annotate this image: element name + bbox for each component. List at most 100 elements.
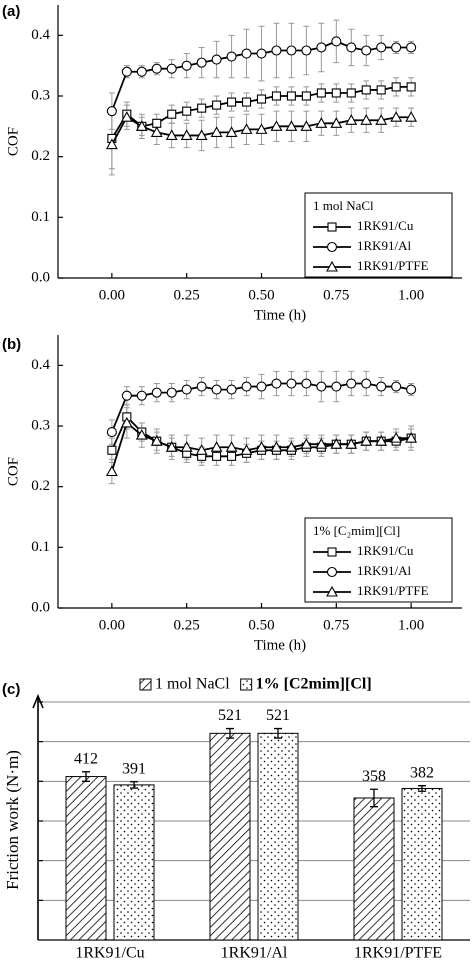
marker xyxy=(181,384,192,395)
marker xyxy=(327,222,337,232)
marker xyxy=(326,260,338,272)
marker xyxy=(285,441,298,452)
y-tick-label: 0.4 xyxy=(31,357,50,373)
marker xyxy=(346,88,356,98)
marker xyxy=(270,441,283,452)
marker xyxy=(211,384,222,395)
x-axis-title: Time (h) xyxy=(254,307,306,323)
y-axis-title: COF xyxy=(5,457,21,486)
legend-label: 1% [C2mim][Cl] xyxy=(256,676,372,693)
legend-label: 1RK91/Al xyxy=(357,563,412,578)
y-axis-arrow xyxy=(32,693,44,940)
error-bar xyxy=(130,781,138,789)
marker xyxy=(121,390,132,401)
bar xyxy=(257,732,299,941)
marker xyxy=(361,85,371,95)
marker xyxy=(316,88,326,98)
panel-label: (c) xyxy=(2,681,20,698)
marker xyxy=(120,416,133,428)
error-bar xyxy=(274,727,282,739)
marker xyxy=(360,435,373,446)
marker xyxy=(106,427,117,438)
marker xyxy=(406,384,417,395)
bar xyxy=(209,732,251,941)
marker xyxy=(166,63,177,74)
marker xyxy=(212,100,222,110)
marker xyxy=(167,109,177,119)
error-bar xyxy=(226,727,234,739)
value-label: 358 xyxy=(362,768,386,785)
y-tick-label: 0.1 xyxy=(31,209,50,225)
marker xyxy=(226,51,237,62)
marker xyxy=(286,378,297,389)
marker xyxy=(256,48,267,59)
x-tick-label: 0.75 xyxy=(323,617,349,633)
marker xyxy=(151,387,162,398)
marker xyxy=(212,451,222,461)
marker xyxy=(210,441,223,452)
marker xyxy=(406,42,417,53)
marker xyxy=(360,114,373,125)
marker xyxy=(106,106,117,117)
marker xyxy=(180,129,193,140)
marker xyxy=(315,438,328,449)
y-tick-label: 0.0 xyxy=(31,269,50,285)
marker xyxy=(271,91,282,101)
marker xyxy=(286,91,296,101)
marker xyxy=(195,444,208,455)
marker xyxy=(390,432,403,443)
marker xyxy=(331,88,341,98)
marker xyxy=(375,114,388,125)
y-tick-label: 0.4 xyxy=(31,27,50,43)
x-tick-label: 0.50 xyxy=(248,287,274,303)
marker xyxy=(285,120,298,131)
marker xyxy=(346,378,357,389)
marker xyxy=(211,54,222,65)
marker xyxy=(256,94,267,104)
bar xyxy=(353,797,395,941)
marker xyxy=(196,381,207,392)
marker xyxy=(165,441,178,452)
legend-label: 1RK91/PTFE xyxy=(357,258,429,273)
y-axis-title: Friction work (N·m) xyxy=(3,750,22,890)
legend-swatch xyxy=(240,678,253,691)
x-tick-label: 1RK91/Al xyxy=(221,945,288,962)
marker xyxy=(391,82,401,92)
marker xyxy=(107,445,117,455)
marker xyxy=(405,111,418,122)
marker xyxy=(166,387,177,398)
marker xyxy=(226,384,237,395)
legend-label: 1RK91/Al xyxy=(357,238,412,253)
legend-label: 1 mol NaCl xyxy=(155,676,230,693)
marker xyxy=(135,428,148,440)
marker xyxy=(255,123,268,134)
x-tick-label: 1.00 xyxy=(398,287,424,303)
legend-title: 1 mol NaCl xyxy=(313,198,374,213)
marker xyxy=(301,378,312,389)
error-bar xyxy=(418,785,426,792)
marker xyxy=(195,129,208,140)
y-tick-label: 0.3 xyxy=(31,417,50,433)
value-label: 391 xyxy=(122,760,146,777)
marker xyxy=(330,117,343,128)
marker xyxy=(376,42,387,53)
bar xyxy=(401,787,443,941)
marker xyxy=(361,378,372,389)
marker xyxy=(405,432,418,443)
x-tick-label: 0.00 xyxy=(99,617,125,633)
y-axis-title: COF xyxy=(5,127,21,156)
legend-swatch xyxy=(139,678,152,691)
marker xyxy=(196,57,207,68)
x-tick-label: 0.00 xyxy=(99,287,125,303)
marker xyxy=(376,381,387,392)
marker xyxy=(326,241,338,253)
marker xyxy=(225,441,238,452)
marker xyxy=(227,97,237,107)
marker xyxy=(390,111,403,122)
marker xyxy=(326,585,338,597)
marker xyxy=(120,111,133,122)
error-bar xyxy=(82,771,90,782)
marker xyxy=(286,45,297,56)
marker xyxy=(300,438,313,449)
